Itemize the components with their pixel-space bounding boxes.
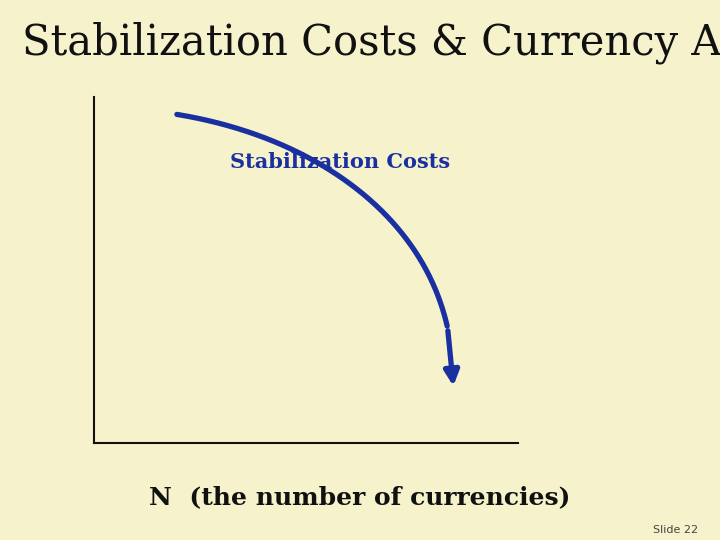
Text: Stabilization Costs & Currency Areas: Stabilization Costs & Currency Areas [22,22,720,64]
Text: N  (the number of currencies): N (the number of currencies) [149,485,571,509]
Text: Stabilization Costs: Stabilization Costs [230,152,451,172]
Text: Slide 22: Slide 22 [653,524,698,535]
